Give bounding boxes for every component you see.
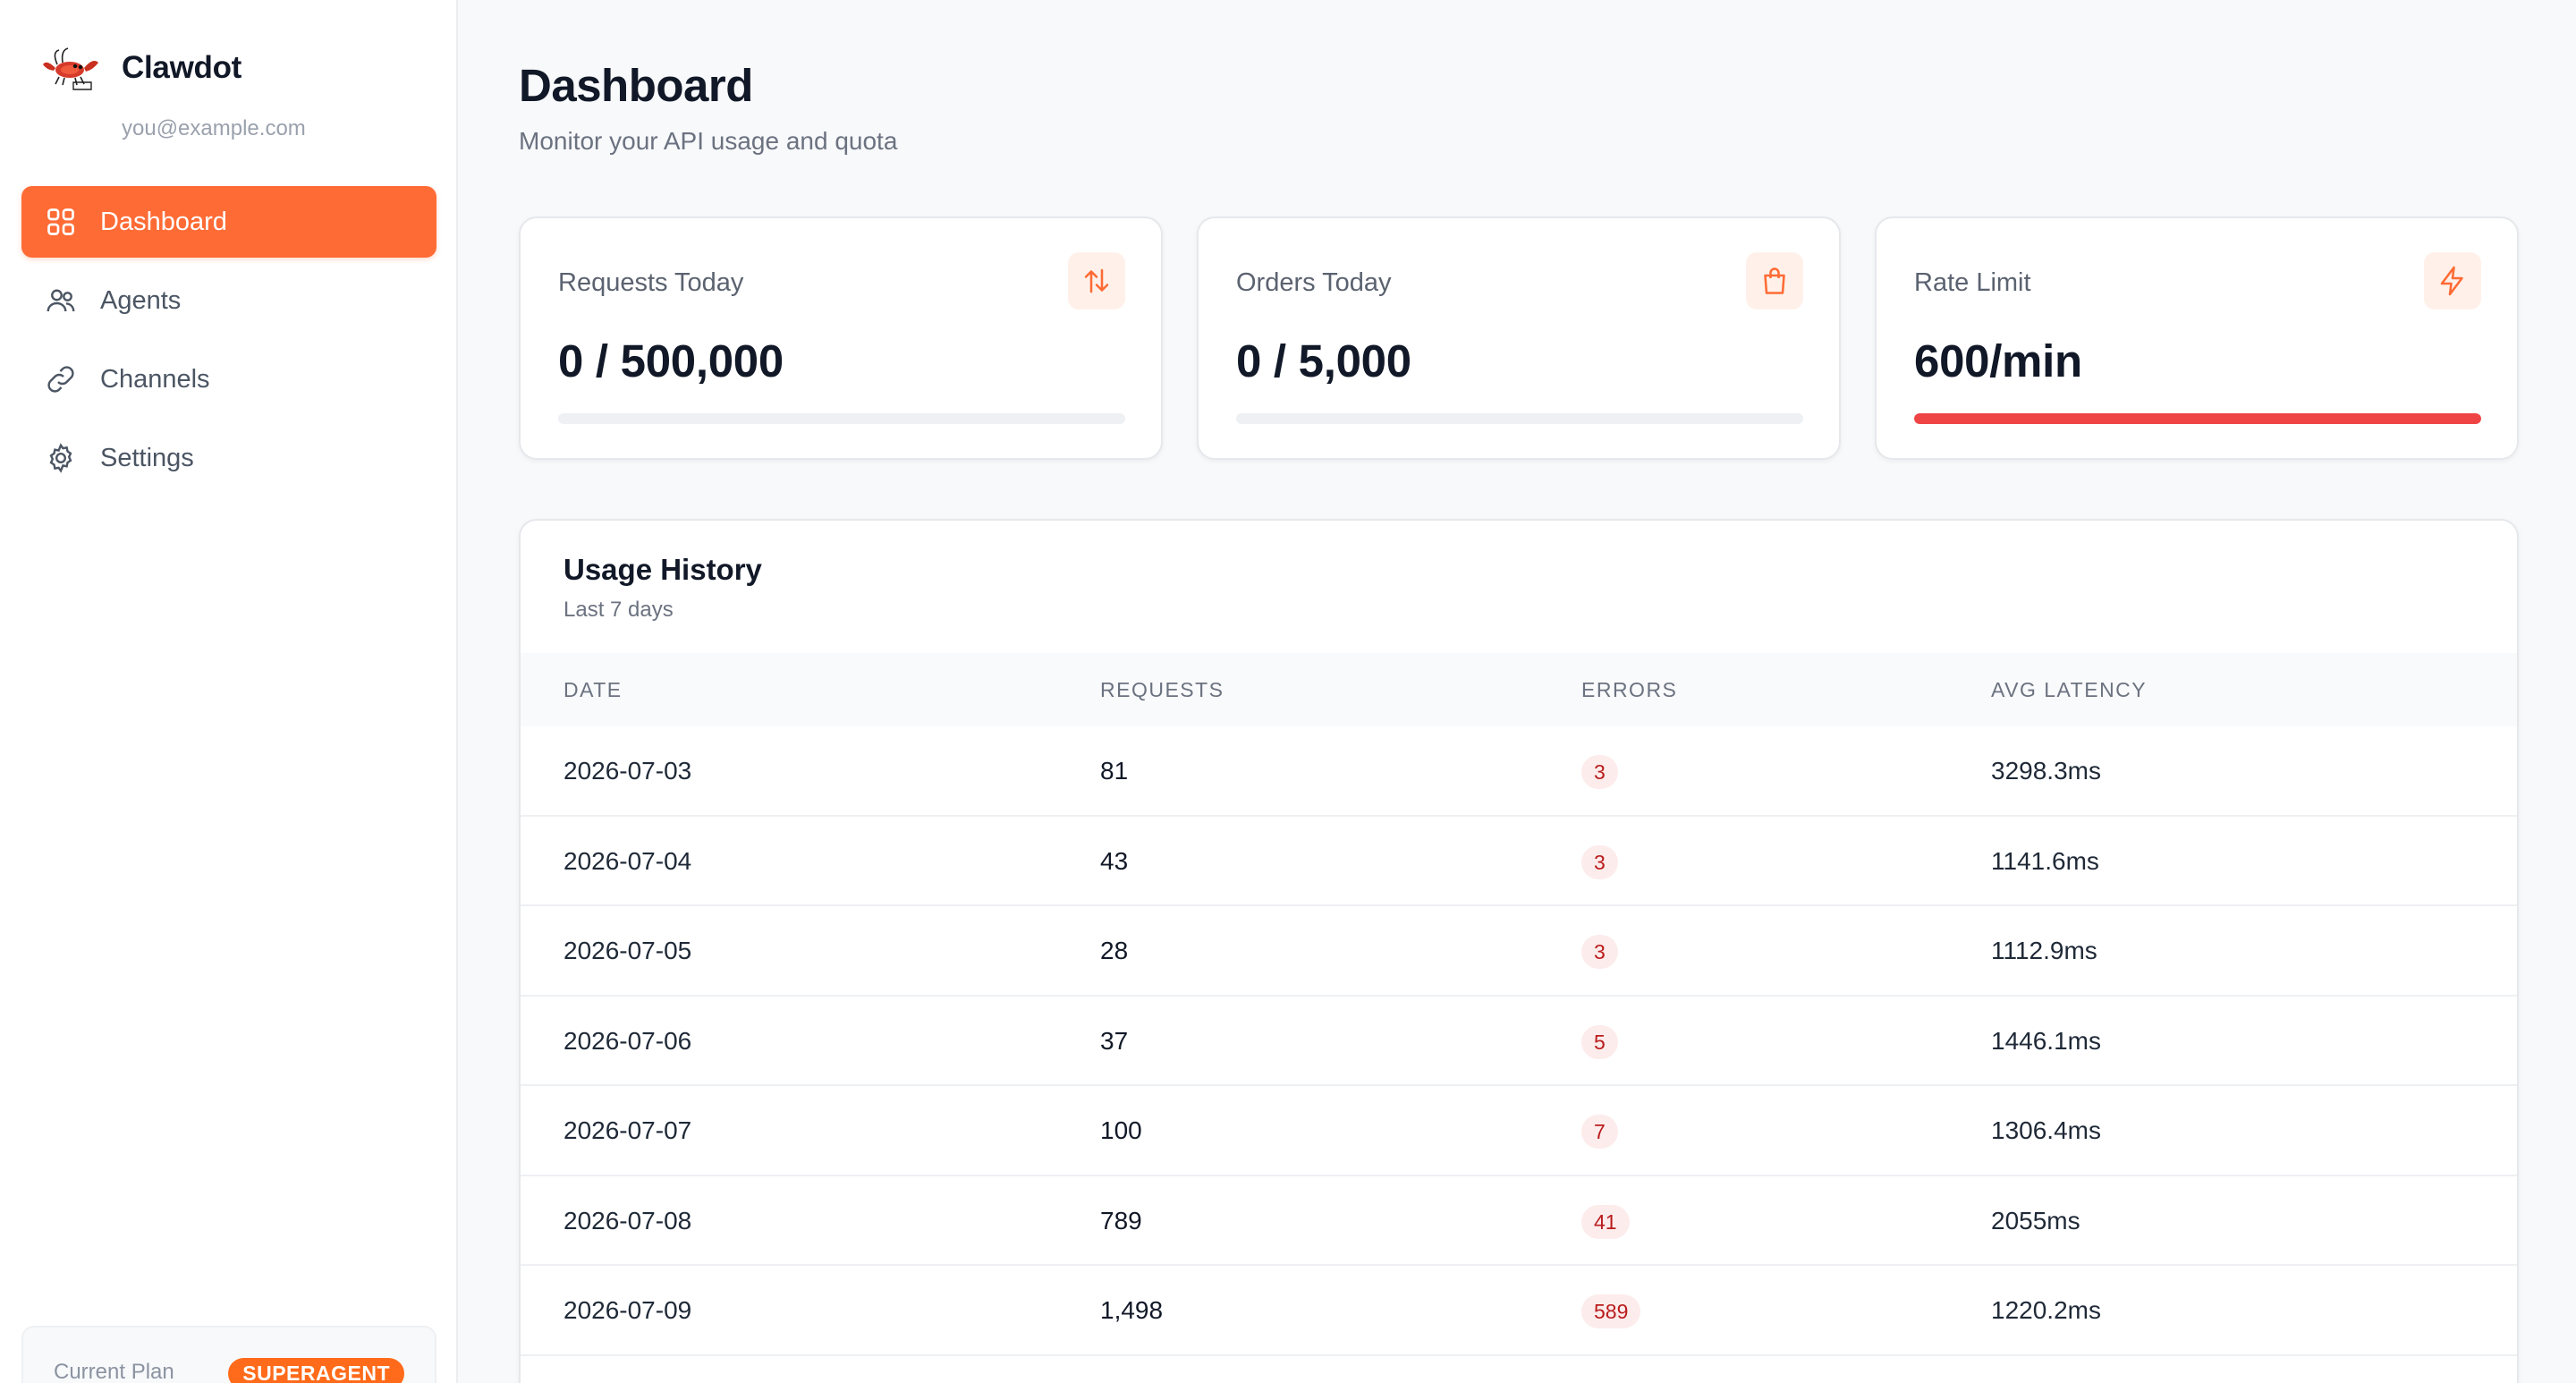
page-subtitle: Monitor your API usage and quota bbox=[519, 127, 898, 155]
sidebar-item-label: Dashboard bbox=[100, 207, 227, 236]
brand[interactable]: Clawdot bbox=[39, 43, 242, 93]
error-count-badge: 7 bbox=[1581, 1115, 1618, 1149]
card-icon-box bbox=[1746, 252, 1803, 310]
cell-latency: 3298.3ms bbox=[1991, 757, 2101, 785]
usage-progress-bar bbox=[1236, 413, 1803, 424]
grid-icon bbox=[47, 208, 74, 235]
cell-requests: 789 bbox=[1100, 1206, 1142, 1235]
table-row: 2026-07-09 1,498 589 1220.2ms bbox=[521, 1266, 2517, 1356]
usage-progress-fill bbox=[1914, 413, 2481, 424]
cell-latency: 1220.2ms bbox=[1991, 1296, 2101, 1324]
cell-date: 2026-07-07 bbox=[564, 1116, 692, 1144]
sidebar-item-channels[interactable]: Channels bbox=[21, 344, 436, 415]
card-label: Orders Today bbox=[1236, 268, 1392, 297]
plan-badge: SUPERAGENT bbox=[228, 1358, 404, 1383]
lightning-icon bbox=[2440, 266, 2463, 296]
card-label: Requests Today bbox=[558, 268, 744, 297]
lobster-logo-icon bbox=[43, 47, 98, 90]
cell-date: 2026-07-09 bbox=[564, 1296, 692, 1324]
cell-latency: 1306.4ms bbox=[1991, 1116, 2101, 1144]
error-count-badge: 41 bbox=[1581, 1204, 1630, 1239]
column-header-requests: REQUESTS bbox=[1100, 678, 1224, 701]
table-row: 2026-07-07 100 7 1306.4ms bbox=[521, 1086, 2517, 1176]
error-count-badge: 3 bbox=[1581, 844, 1618, 879]
sidebar-nav: Dashboard Agents Channels Settings bbox=[21, 186, 436, 501]
usage-progress-bar bbox=[1914, 413, 2481, 424]
card-value: 0 / 5,000 bbox=[1236, 335, 1411, 386]
error-count-badge: 3 bbox=[1581, 755, 1618, 789]
usage-history-card: Usage History Last 7 days DATE REQUESTS … bbox=[519, 519, 2519, 1383]
plan-label: Current Plan bbox=[54, 1360, 174, 1383]
page-title: Dashboard bbox=[519, 60, 753, 111]
usage-progress-bar bbox=[558, 413, 1125, 424]
cell-requests: 37 bbox=[1100, 1026, 1129, 1055]
cell-requests: 43 bbox=[1100, 846, 1129, 875]
sidebar-item-settings[interactable]: Settings bbox=[21, 422, 436, 494]
column-header-latency: AVG LATENCY bbox=[1991, 678, 2148, 701]
cell-date: 2026-07-06 bbox=[564, 1026, 692, 1055]
card-icon-box bbox=[2424, 252, 2481, 310]
card-value: 0 / 500,000 bbox=[558, 335, 784, 386]
cell-requests: 81 bbox=[1100, 757, 1129, 785]
section-title: Usage History bbox=[564, 553, 762, 586]
sidebar-item-label: Agents bbox=[100, 285, 182, 315]
error-count-badge: 5 bbox=[1581, 1024, 1618, 1059]
cell-requests: 1,498 bbox=[1100, 1296, 1164, 1324]
cell-date: 2026-07-08 bbox=[564, 1206, 692, 1235]
table-row: 2026-07-04 43 3 1141.6ms bbox=[521, 817, 2517, 906]
cell-date: 2026-07-03 bbox=[564, 757, 692, 785]
error-count-badge: 589 bbox=[1581, 1294, 1641, 1328]
users-icon bbox=[47, 289, 75, 312]
card-requests-today: Requests Today 0 / 500,000 bbox=[519, 216, 1163, 460]
cell-latency: 1112.9ms bbox=[1991, 937, 2097, 964]
cell-requests: 28 bbox=[1100, 937, 1129, 964]
table-row: 2026-07-08 789 41 2055ms bbox=[521, 1176, 2517, 1266]
cell-latency: 1141.6ms bbox=[1991, 846, 2099, 875]
arrows-up-down-icon bbox=[1084, 268, 1109, 293]
sidebar-item-dashboard[interactable]: Dashboard bbox=[21, 186, 436, 258]
table-row: 2026-07-06 37 5 1446.1ms bbox=[521, 997, 2517, 1086]
card-label: Rate Limit bbox=[1914, 268, 2031, 297]
section-subtitle: Last 7 days bbox=[564, 598, 674, 622]
card-rate-limit: Rate Limit 600/min bbox=[1875, 216, 2519, 460]
cell-date: 2026-07-05 bbox=[564, 937, 692, 964]
sidebar-item-label: Settings bbox=[100, 443, 194, 472]
sidebar-item-agents[interactable]: Agents bbox=[21, 265, 436, 336]
cell-date: 2026-07-04 bbox=[564, 846, 692, 875]
link-icon bbox=[47, 366, 74, 393]
cell-latency: 1446.1ms bbox=[1991, 1026, 2101, 1055]
error-count-badge: 3 bbox=[1581, 935, 1618, 969]
sidebar: Clawdot you@example.com Dashboard Agents… bbox=[0, 0, 458, 1383]
table-body: 2026-07-03 81 3 3298.3ms 2026-07-04 43 3 1141.6… bbox=[521, 726, 2517, 1356]
cell-requests: 100 bbox=[1100, 1116, 1142, 1144]
table-row: 2026-07-03 81 3 3298.3ms bbox=[521, 726, 2517, 817]
column-header-errors: ERRORS bbox=[1581, 678, 1678, 701]
table-row: 2026-07-05 28 3 1112.9ms bbox=[521, 906, 2517, 997]
cell-latency: 2055ms bbox=[1991, 1206, 2080, 1235]
card-icon-box bbox=[1068, 252, 1125, 310]
gear-icon bbox=[49, 443, 72, 473]
column-header-date: DATE bbox=[564, 678, 623, 701]
shopping-bag-icon bbox=[1764, 267, 1785, 294]
app-name: Clawdot bbox=[122, 50, 242, 85]
sidebar-item-label: Channels bbox=[100, 364, 210, 394]
stat-cards: Requests Today 0 / 500,000 Orders Today … bbox=[519, 216, 2519, 460]
current-plan[interactable]: Current Plan SUPERAGENT bbox=[21, 1326, 436, 1383]
user-email: you@example.com bbox=[122, 116, 306, 140]
card-value: 600/min bbox=[1914, 335, 2082, 386]
card-orders-today: Orders Today 0 / 5,000 bbox=[1197, 216, 1841, 460]
table-header: DATE REQUESTS ERRORS AVG LATENCY bbox=[521, 653, 2517, 726]
